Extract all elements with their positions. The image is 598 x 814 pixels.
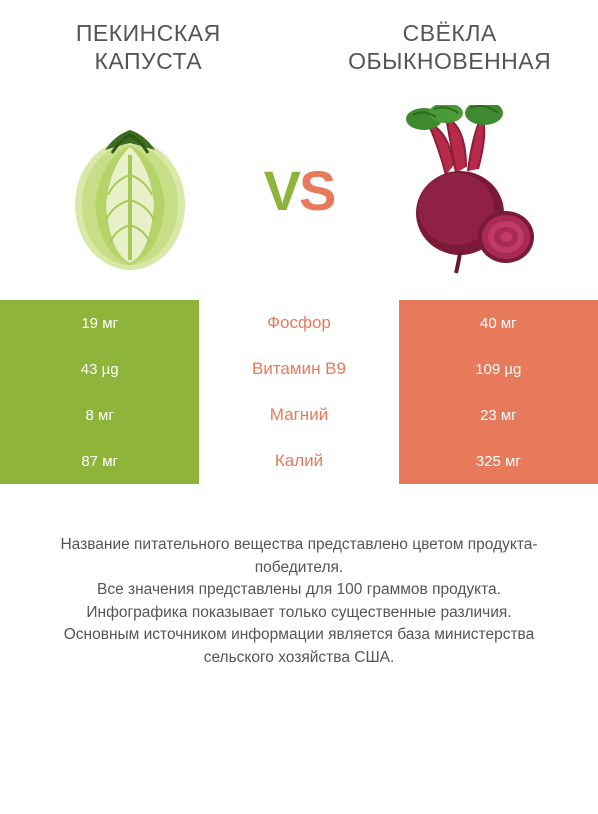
right-value: 109 µg bbox=[399, 346, 598, 392]
table-row: 87 мг Калий 325 мг bbox=[0, 438, 598, 484]
footnote-line: Инфографика показывает только существенн… bbox=[30, 602, 568, 624]
nutrient-name: Калий bbox=[199, 438, 398, 484]
vs-v: V bbox=[264, 159, 299, 222]
left-value: 19 мг bbox=[0, 300, 199, 346]
comparison-table: 19 мг Фосфор 40 мг 43 µg Витамин B9 109 … bbox=[0, 300, 598, 484]
header-row: ПЕКИНСКАЯ КАПУСТА СВЁКЛА ОБЫКНОВЕННАЯ bbox=[0, 0, 598, 85]
vs-s: S bbox=[299, 159, 334, 222]
nutrient-name: Магний bbox=[199, 392, 398, 438]
right-value: 23 мг bbox=[399, 392, 598, 438]
nutrient-name: Витамин B9 bbox=[199, 346, 398, 392]
beet-icon bbox=[388, 105, 548, 275]
napa-cabbage-icon bbox=[50, 105, 210, 275]
table-row: 19 мг Фосфор 40 мг bbox=[0, 300, 598, 346]
table-row: 8 мг Магний 23 мг bbox=[0, 392, 598, 438]
right-value: 40 мг bbox=[399, 300, 598, 346]
table-row: 43 µg Витамин B9 109 µg bbox=[0, 346, 598, 392]
footnote: Название питательного вещества представл… bbox=[0, 484, 598, 669]
images-row: VS bbox=[0, 85, 598, 300]
left-product-title: ПЕКИНСКАЯ КАПУСТА bbox=[25, 20, 272, 75]
left-value: 43 µg bbox=[0, 346, 199, 392]
right-value: 325 мг bbox=[399, 438, 598, 484]
right-product-title: СВЁКЛА ОБЫКНОВЕННАЯ bbox=[326, 20, 573, 75]
right-title-line2: ОБЫКНОВЕННАЯ bbox=[348, 48, 551, 74]
left-title-line1: ПЕКИНСКАЯ bbox=[76, 20, 221, 46]
left-value: 8 мг bbox=[0, 392, 199, 438]
footnote-line: Основным источником информации является … bbox=[30, 624, 568, 669]
left-value: 87 мг bbox=[0, 438, 199, 484]
footnote-line: Название питательного вещества представл… bbox=[30, 534, 568, 579]
nutrient-name: Фосфор bbox=[199, 300, 398, 346]
vs-label: VS bbox=[264, 158, 335, 223]
left-title-line2: КАПУСТА bbox=[94, 48, 202, 74]
footnote-line: Все значения представлены для 100 граммо… bbox=[30, 579, 568, 601]
right-title-line1: СВЁКЛА bbox=[403, 20, 497, 46]
